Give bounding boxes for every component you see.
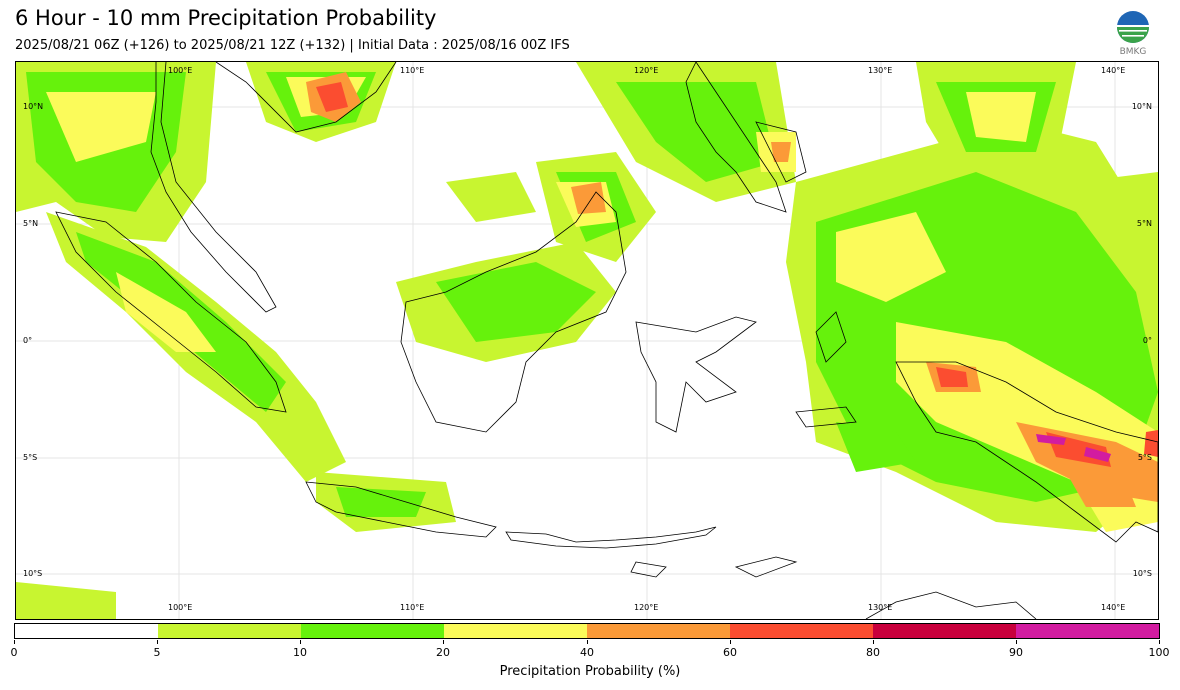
lon-label-top: 110°E	[400, 66, 425, 75]
lon-label-bottom: 130°E	[868, 603, 893, 612]
colorbar-tick-label: 80	[866, 646, 880, 659]
colorbar-tick-mark	[1016, 640, 1017, 644]
chart-subtitle: 2025/08/21 06Z (+126) to 2025/08/21 12Z …	[15, 38, 570, 53]
precip-field-90-100	[1036, 434, 1111, 462]
lon-label-top: 120°E	[634, 66, 659, 75]
lat-label-right: 5°N	[1136, 219, 1152, 228]
colorbar-tick-label: 100	[1148, 646, 1170, 659]
colorbar-tick-label: 40	[580, 646, 594, 659]
colorbar-segment	[444, 624, 587, 638]
lat-label-left: 5°S	[23, 453, 38, 462]
lat-label-left: 0°	[23, 336, 33, 345]
precipitation-map: 100°E 110°E 120°E 130°E 140°E 100°E 110°…	[15, 61, 1159, 620]
bmkg-logo: BMKG	[1113, 10, 1153, 57]
colorbar-tick-label: 60	[723, 646, 737, 659]
colorbar-segment	[587, 624, 730, 638]
colorbar-tick-label: 20	[436, 646, 450, 659]
colorbar-segment	[730, 624, 873, 638]
lat-label-left: 10°N	[23, 102, 44, 111]
bmkg-logo-icon: BMKG	[1117, 11, 1149, 57]
coastlines	[55, 62, 1158, 619]
lat-label-right: 10°N	[1131, 102, 1152, 111]
lat-label-right: 0°	[1142, 336, 1152, 345]
lat-label-right: 10°S	[1132, 569, 1152, 578]
lat-label-right: 5°S	[1137, 453, 1152, 462]
lon-label-top: 100°E	[168, 66, 193, 75]
colorbar-segment	[15, 624, 158, 638]
colorbar-segment	[301, 624, 444, 638]
colorbar-tick-mark	[300, 640, 301, 644]
lon-label-bottom: 110°E	[400, 603, 425, 612]
colorbar-tick-mark	[14, 640, 15, 644]
colorbar-tick-mark	[587, 640, 588, 644]
svg-text:BMKG: BMKG	[1120, 47, 1147, 56]
lon-label-bottom: 120°E	[634, 603, 659, 612]
colorbar	[14, 623, 1160, 639]
lon-label-top: 140°E	[1101, 66, 1126, 75]
colorbar-segment	[873, 624, 1016, 638]
colorbar-tick-mark	[1159, 640, 1160, 644]
map-canvas	[16, 62, 1158, 619]
colorbar-title: Precipitation Probability (%)	[499, 664, 681, 679]
colorbar-tick-mark	[730, 640, 731, 644]
colorbar-tick-mark	[443, 640, 444, 644]
lat-label-left: 5°N	[23, 219, 39, 228]
chart-title: 6 Hour - 10 mm Precipitation Probability	[15, 6, 437, 30]
lon-label-bottom: 140°E	[1101, 603, 1126, 612]
lon-label-bottom: 100°E	[168, 603, 193, 612]
colorbar-tick-label: 0	[10, 646, 18, 659]
colorbar-tick-label: 10	[293, 646, 307, 659]
lat-label-left: 10°S	[23, 569, 43, 578]
lon-label-top: 130°E	[868, 66, 893, 75]
colorbar-tick-label: 90	[1009, 646, 1023, 659]
colorbar-tick-label: 5	[153, 646, 161, 659]
colorbar-tick-mark	[873, 640, 874, 644]
colorbar-segment	[1016, 624, 1159, 638]
colorbar-segment	[158, 624, 301, 638]
colorbar-tick-mark	[157, 640, 158, 644]
